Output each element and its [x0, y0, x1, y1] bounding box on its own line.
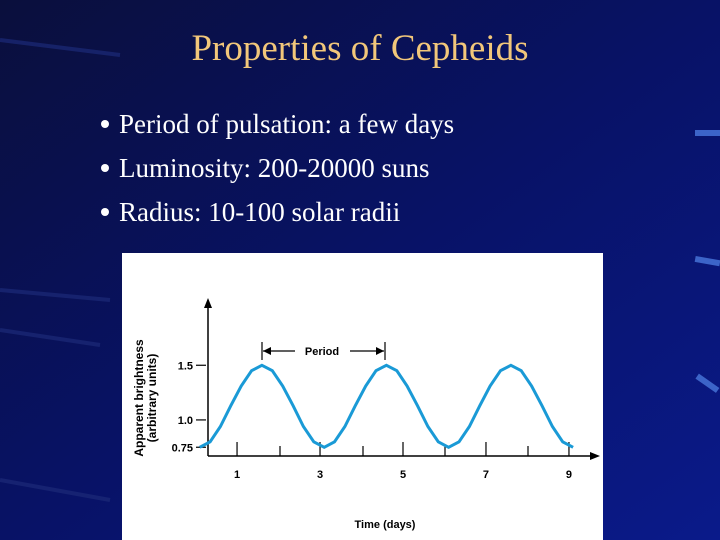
- bullet-text: Period of pulsation: a few days: [119, 109, 454, 139]
- bullet-dot: [101, 120, 109, 128]
- bullet-dot: [101, 164, 109, 172]
- x-tick-label: 3: [317, 469, 323, 481]
- bullet-list: Period of pulsation: a few days Luminosit…: [101, 109, 454, 227]
- bullet-text: Luminosity: 200-20000 suns: [119, 153, 430, 183]
- brightness-curve: [198, 363, 574, 449]
- slide-title: Properties of Cepheids: [191, 28, 528, 69]
- x-tick-label: 5: [400, 469, 406, 481]
- y-axis-label: Apparent brightness: [132, 339, 146, 457]
- chart-panel: [122, 253, 603, 540]
- chart: 0.75 1.0 1.5 1 3 5 7 9 Period Time (days) Apparent…: [132, 298, 600, 531]
- y-tick-label: 1.5: [178, 360, 193, 372]
- decor-streaks: [0, 38, 121, 502]
- x-tick-label: 1: [234, 469, 240, 481]
- y-tick-label: 1.0: [178, 415, 193, 427]
- x-axis-arrow: [590, 452, 600, 460]
- x-tick-label: 7: [483, 469, 489, 481]
- y-tick-label: 0.75: [172, 442, 193, 454]
- minor-ticks: [279, 446, 529, 456]
- y-axis-sublabel: (arbitrary units): [145, 354, 159, 443]
- x-axis-label: Time (days): [355, 519, 416, 531]
- y-axis-arrow: [204, 298, 212, 308]
- bullet-dot: [101, 208, 109, 216]
- bullet-text: Radius: 10-100 solar radii: [119, 197, 400, 227]
- decor-dashes: [694, 130, 720, 393]
- x-tick-label: 9: [566, 469, 572, 481]
- annotation: Period: [305, 346, 339, 358]
